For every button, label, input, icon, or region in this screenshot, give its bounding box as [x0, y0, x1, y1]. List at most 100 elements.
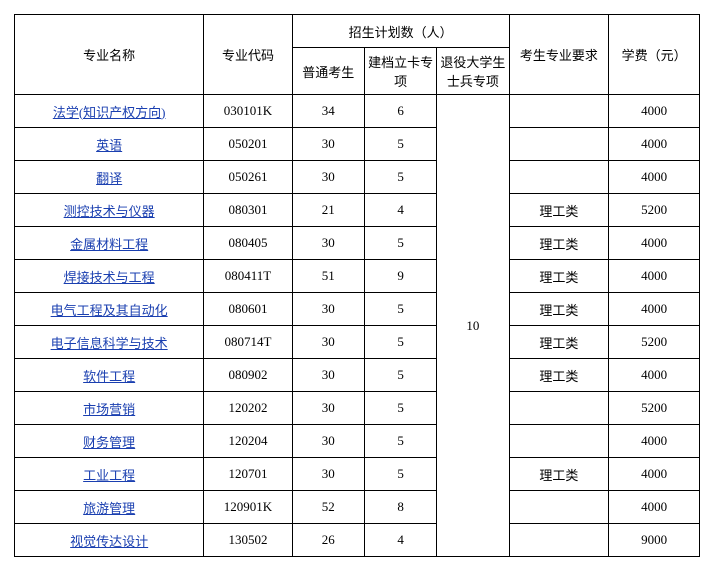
requirement-cell: 理工类	[509, 359, 609, 392]
fee-cell: 4000	[609, 458, 700, 491]
poverty-cell: 5	[364, 161, 436, 194]
requirement-cell	[509, 425, 609, 458]
table-row: 金属材料工程080405305理工类4000	[15, 227, 700, 260]
fee-cell: 9000	[609, 524, 700, 557]
table-row: 翻译050261305 4000	[15, 161, 700, 194]
code-cell: 080601	[204, 293, 292, 326]
header-fee: 学费（元）	[609, 15, 700, 95]
requirement-cell	[509, 161, 609, 194]
header-poverty: 建档立卡专项	[364, 48, 436, 95]
major-link[interactable]: 焊接技术与工程	[15, 260, 204, 293]
normal-cell: 26	[292, 524, 364, 557]
fee-cell: 4000	[609, 227, 700, 260]
header-plan-group: 招生计划数（人）	[292, 15, 509, 48]
normal-cell: 30	[292, 326, 364, 359]
code-cell: 120901K	[204, 491, 292, 524]
normal-cell: 30	[292, 293, 364, 326]
major-link[interactable]: 金属材料工程	[15, 227, 204, 260]
poverty-cell: 8	[364, 491, 436, 524]
major-link[interactable]: 财务管理	[15, 425, 204, 458]
normal-cell: 30	[292, 359, 364, 392]
table-row: 电气工程及其自动化080601305 理工类4000	[15, 293, 700, 326]
requirement-cell: 理工类	[509, 260, 609, 293]
major-link[interactable]: 测控技术与仪器	[15, 194, 204, 227]
code-cell: 120701	[204, 458, 292, 491]
fee-cell: 5200	[609, 392, 700, 425]
poverty-cell: 5	[364, 425, 436, 458]
major-link[interactable]: 市场营销	[15, 392, 204, 425]
major-link[interactable]: 电子信息科学与技术	[15, 326, 204, 359]
table-row: 测控技术与仪器080301214理工类5200	[15, 194, 700, 227]
normal-cell: 34	[292, 95, 364, 128]
code-cell: 120204	[204, 425, 292, 458]
normal-cell: 30	[292, 458, 364, 491]
requirement-cell	[509, 524, 609, 557]
poverty-cell: 5	[364, 128, 436, 161]
normal-cell: 30	[292, 161, 364, 194]
code-cell: 080301	[204, 194, 292, 227]
fee-cell: 5200	[609, 326, 700, 359]
header-veteran: 退役大学生士兵专项	[437, 48, 509, 95]
major-link[interactable]: 视觉传达设计	[15, 524, 204, 557]
code-cell: 080405	[204, 227, 292, 260]
table-row: 法学(知识产权方向)030101K346104000	[15, 95, 700, 128]
fee-cell: 4000	[609, 491, 700, 524]
table-row: 软件工程080902305 理工类4000	[15, 359, 700, 392]
fee-cell: 4000	[609, 359, 700, 392]
fee-cell: 4000	[609, 425, 700, 458]
requirement-cell: 理工类	[509, 458, 609, 491]
major-link[interactable]: 翻译	[15, 161, 204, 194]
requirement-cell	[509, 491, 609, 524]
poverty-cell: 5	[364, 293, 436, 326]
major-link[interactable]: 软件工程	[15, 359, 204, 392]
table-row: 市场营销120202305 5200	[15, 392, 700, 425]
requirement-cell: 理工类	[509, 326, 609, 359]
fee-cell: 4000	[609, 293, 700, 326]
poverty-cell: 5	[364, 359, 436, 392]
table-row: 工业工程120701305 理工类4000	[15, 458, 700, 491]
code-cell: 050261	[204, 161, 292, 194]
poverty-cell: 6	[364, 95, 436, 128]
major-link[interactable]: 电气工程及其自动化	[15, 293, 204, 326]
normal-cell: 30	[292, 425, 364, 458]
requirement-cell	[509, 392, 609, 425]
normal-cell: 30	[292, 392, 364, 425]
code-cell: 050201	[204, 128, 292, 161]
normal-cell: 21	[292, 194, 364, 227]
header-code: 专业代码	[204, 15, 292, 95]
table-row: 财务管理120204305 4000	[15, 425, 700, 458]
code-cell: 080902	[204, 359, 292, 392]
poverty-cell: 9	[364, 260, 436, 293]
header-requirement: 考生专业要求	[509, 15, 609, 95]
requirement-cell: 理工类	[509, 194, 609, 227]
requirement-cell: 理工类	[509, 227, 609, 260]
major-link[interactable]: 工业工程	[15, 458, 204, 491]
major-link[interactable]: 法学(知识产权方向)	[15, 95, 204, 128]
poverty-cell: 5	[364, 392, 436, 425]
code-cell: 030101K	[204, 95, 292, 128]
table-body: 法学(知识产权方向)030101K346104000英语050201305400…	[15, 95, 700, 557]
requirement-cell	[509, 128, 609, 161]
admission-plan-table: 专业名称 专业代码 招生计划数（人） 考生专业要求 学费（元） 普通考生 建档立…	[14, 14, 700, 557]
major-link[interactable]: 英语	[15, 128, 204, 161]
fee-cell: 4000	[609, 161, 700, 194]
normal-cell: 52	[292, 491, 364, 524]
requirement-cell	[509, 95, 609, 128]
poverty-cell: 4	[364, 524, 436, 557]
table-row: 旅游管理120901K528 4000	[15, 491, 700, 524]
fee-cell: 4000	[609, 128, 700, 161]
normal-cell: 51	[292, 260, 364, 293]
requirement-cell: 理工类	[509, 293, 609, 326]
code-cell: 120202	[204, 392, 292, 425]
poverty-cell: 5	[364, 458, 436, 491]
major-link[interactable]: 旅游管理	[15, 491, 204, 524]
fee-cell: 5200	[609, 194, 700, 227]
header-normal: 普通考生	[292, 48, 364, 95]
header-major: 专业名称	[15, 15, 204, 95]
table-row: 电子信息科学与技术080714T305 理工类5200	[15, 326, 700, 359]
poverty-cell: 5	[364, 326, 436, 359]
normal-cell: 30	[292, 128, 364, 161]
table-row: 英语050201305 4000	[15, 128, 700, 161]
code-cell: 080714T	[204, 326, 292, 359]
veteran-cell: 10	[437, 95, 509, 557]
